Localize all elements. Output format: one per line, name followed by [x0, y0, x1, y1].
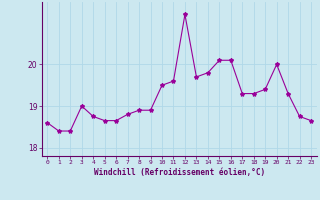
X-axis label: Windchill (Refroidissement éolien,°C): Windchill (Refroidissement éolien,°C) [94, 168, 265, 177]
